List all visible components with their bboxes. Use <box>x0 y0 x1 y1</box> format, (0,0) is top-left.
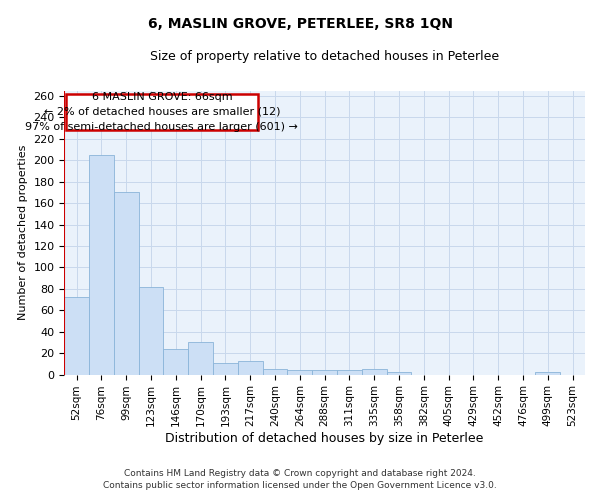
Bar <box>66 94 257 130</box>
Bar <box>163 349 188 374</box>
Bar <box>263 369 287 374</box>
Bar <box>312 370 337 374</box>
Bar <box>213 363 238 374</box>
Text: 6, MASLIN GROVE, PETERLEE, SR8 1QN: 6, MASLIN GROVE, PETERLEE, SR8 1QN <box>148 18 452 32</box>
Bar <box>114 192 139 374</box>
Title: Size of property relative to detached houses in Peterlee: Size of property relative to detached ho… <box>150 50 499 63</box>
Bar <box>337 370 362 374</box>
Bar <box>535 372 560 374</box>
Bar <box>139 286 163 374</box>
Bar <box>188 342 213 374</box>
Bar <box>362 369 386 374</box>
Bar <box>238 360 263 374</box>
Bar <box>287 370 312 374</box>
X-axis label: Distribution of detached houses by size in Peterlee: Distribution of detached houses by size … <box>166 432 484 445</box>
Text: Contains HM Land Registry data © Crown copyright and database right 2024.
Contai: Contains HM Land Registry data © Crown c… <box>103 468 497 490</box>
Text: 6 MASLIN GROVE: 66sqm
← 2% of detached houses are smaller (12)
97% of semi-detac: 6 MASLIN GROVE: 66sqm ← 2% of detached h… <box>25 92 298 132</box>
Bar <box>89 155 114 374</box>
Y-axis label: Number of detached properties: Number of detached properties <box>17 145 28 320</box>
Bar <box>386 372 412 374</box>
Bar <box>64 298 89 374</box>
